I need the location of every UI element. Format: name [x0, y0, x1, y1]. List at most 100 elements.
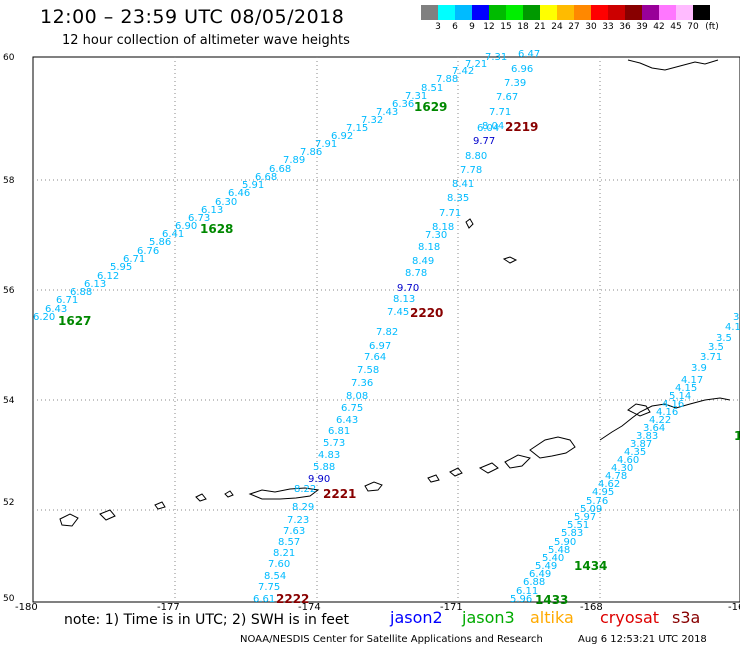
wave-height-value: 5.51 — [567, 520, 589, 531]
pass-time-label: 1629 — [414, 100, 447, 114]
map-subtitle: 12 hour collection of altimeter wave hei… — [62, 33, 350, 48]
longitude-label: -16 — [728, 602, 740, 613]
satellite-track: 5.966.116.886.495.495.405.485.905.835.51… — [510, 312, 740, 605]
alaska-mainland-coast — [627, 59, 719, 71]
island — [465, 218, 474, 229]
wave-height-value: 7.15 — [346, 123, 368, 134]
longitude-label: -171 — [440, 602, 463, 613]
wave-height-value: 7.67 — [496, 92, 518, 103]
footer-note: note: 1) Time is in UTC; 2) SWH is in fe… — [64, 612, 350, 628]
latitude-label: 56 — [3, 286, 15, 296]
scale-swatch — [659, 5, 676, 20]
wave-height-value: 3.71 — [700, 352, 722, 363]
wave-height-value: 7.21 — [465, 59, 487, 70]
wave-height-value: 7.64 — [364, 352, 386, 363]
pass-time-label: 2221 — [323, 487, 356, 501]
wave-height-value: 6.68 — [255, 172, 277, 183]
wave-height-value: 7.71 — [489, 107, 511, 118]
pass-time-labels: 1627 1628 1629 2219 2220 2221 2222 1434 1433 1 — [58, 100, 740, 607]
wave-height-value: 3.5 — [716, 333, 732, 344]
wave-height-value: 6.20 — [33, 312, 55, 323]
map-frame — [32, 56, 740, 603]
scale-label: 27 — [568, 22, 580, 32]
umnak-island — [504, 454, 531, 469]
wave-height-value: 9.90 — [308, 474, 330, 485]
scale-label: 36 — [619, 22, 631, 32]
island — [627, 403, 651, 417]
pass-time-label: 1628 — [200, 222, 233, 236]
longitude-label: -180 — [15, 602, 38, 613]
wave-height-value: 8.41 — [452, 179, 474, 190]
scale-label: 15 — [500, 22, 512, 32]
scale-label: 12 — [483, 22, 495, 32]
wave-height-value: 6.76 — [137, 246, 159, 257]
pass-time-label: 1434 — [574, 559, 607, 573]
wave-height-value: 7.43 — [376, 107, 398, 118]
scale-label: 24 — [551, 22, 563, 32]
wave-height-value: 7.39 — [504, 78, 526, 89]
wave-height-value: 6.81 — [328, 426, 350, 437]
latitude-label: 60 — [3, 53, 15, 63]
wave-height-value: 4.95 — [592, 487, 614, 498]
wave-height-value: 4.17 — [681, 375, 703, 386]
wave-height-value: 6.61 — [253, 594, 275, 605]
wave-height-value: 8.35 — [447, 193, 469, 204]
wave-height-value: 7.23 — [287, 515, 309, 526]
wave-height-value: 3.5 — [733, 312, 740, 323]
wave-height-value: 9.77 — [473, 136, 495, 147]
atka-island — [364, 481, 383, 492]
legend-cryosat: cryosat — [600, 608, 660, 627]
pass-time-label: 1627 — [58, 314, 91, 328]
wave-height-value: 5.91 — [242, 180, 264, 191]
wave-height-value: 3.9 — [691, 363, 707, 374]
wave-height-value: 6.71 — [56, 295, 78, 306]
wave-height-value: 5.95 — [110, 262, 132, 273]
legend-jason3: jason3 — [462, 608, 515, 627]
wave-height-value: 6.36 — [392, 99, 414, 110]
wave-height-value: 7.36 — [351, 378, 373, 389]
wave-height-value: 3.64 — [643, 423, 665, 434]
unalaska-island — [529, 436, 576, 459]
scale-swatch — [642, 5, 659, 20]
scale-swatch — [625, 5, 642, 20]
legend-altika: altika — [530, 608, 574, 627]
wave-height-value: 8.13 — [393, 294, 415, 305]
wave-height-value: 5.49 — [535, 561, 557, 572]
wave-height-value: 7.58 — [357, 365, 379, 376]
wave-height-value: 4.16 — [662, 399, 684, 410]
wave-height-value: 6.88 — [523, 577, 545, 588]
scale-label: 30 — [585, 22, 597, 32]
wave-height-value: 6.43 — [45, 304, 67, 315]
wave-height-value: 6.73 — [188, 213, 210, 224]
wave-height-value: 4.62 — [598, 479, 620, 490]
wave-height-value: 6.96 — [511, 64, 533, 75]
latitude-label: 52 — [3, 498, 14, 508]
satellite-tracks: 6.206.436.716.886.136.125.956.716.765.86… — [33, 49, 740, 605]
wave-height-value: 9.70 — [397, 283, 419, 294]
wave-height-value: 7.63 — [283, 526, 305, 537]
wave-height-value: 4.1 — [725, 322, 740, 333]
wave-height-value: 7.91 — [315, 139, 337, 150]
island — [59, 513, 79, 527]
wave-height-value: 6.88 — [70, 287, 92, 298]
wave-height-color-scale — [421, 5, 710, 24]
wave-height-value: 7.32 — [361, 115, 383, 126]
wave-height-value: 6.75 — [341, 403, 363, 414]
wave-height-value: 8.18 — [418, 242, 440, 253]
longitude-label: -168 — [580, 602, 603, 613]
scale-label: 33 — [602, 22, 614, 32]
scale-label: 42 — [653, 22, 665, 32]
wave-height-value: 5.97 — [574, 512, 596, 523]
scale-label: 21 — [534, 22, 546, 32]
island — [224, 490, 234, 498]
pass-time-label: 1 — [734, 429, 740, 443]
wave-height-value: 3.83 — [636, 431, 658, 442]
scale-swatch — [608, 5, 625, 20]
graticule — [33, 57, 740, 602]
wave-height-value: 8.78 — [405, 268, 427, 279]
wave-height-value: 8.54 — [264, 571, 286, 582]
pass-time-label: 1433 — [535, 593, 568, 607]
wave-height-value: 6.13 — [201, 205, 223, 216]
scale-unit: (ft) — [705, 22, 719, 32]
